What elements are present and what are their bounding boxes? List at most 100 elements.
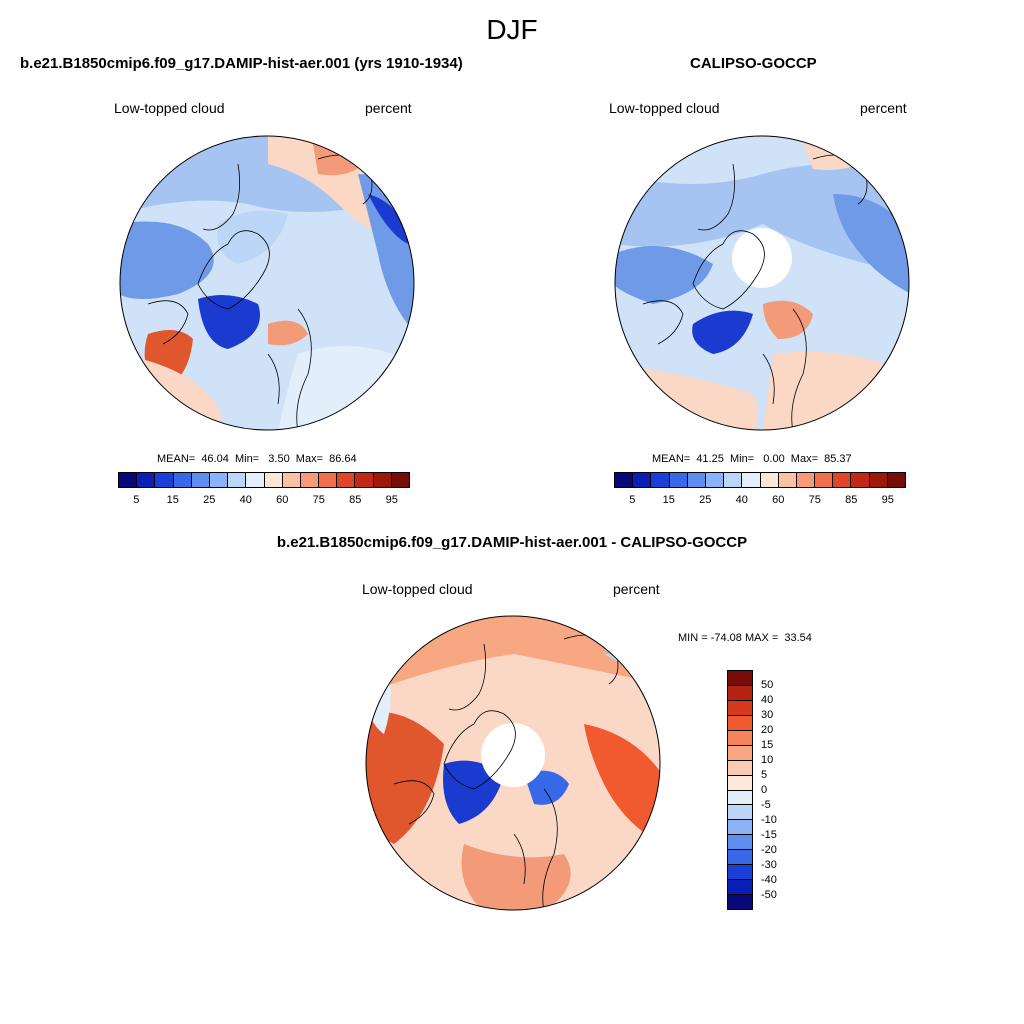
colorbar-difference-tick-label: 20 xyxy=(761,724,774,736)
panel-1-units-label: percent xyxy=(365,100,412,116)
colorbar-observations-tick-label: 25 xyxy=(699,494,712,506)
colorbar-difference-tick-label: -10 xyxy=(761,814,777,826)
polar-map-difference xyxy=(365,615,661,911)
colorbar-model-swatch xyxy=(173,473,192,487)
panel-2-title: CALIPSO-GOCCP xyxy=(690,55,817,72)
colorbar-model-swatch xyxy=(264,473,283,487)
colorbar-model-swatch xyxy=(209,473,229,487)
colorbar-model-swatch xyxy=(337,473,356,487)
polar-map-model xyxy=(119,135,415,431)
colorbar-observations xyxy=(614,472,906,488)
colorbar-model-swatch xyxy=(319,473,338,487)
colorbar-difference-labels: 50 40 30 20 15 10 5 0 -5 -10 -15 -20 -30 -40 -50 xyxy=(761,670,801,910)
panel-3-variable-label: Low-topped cloud xyxy=(362,581,473,597)
figure-title: DJF xyxy=(486,14,538,45)
colorbar-observations-swatch xyxy=(887,473,905,487)
colorbar-difference-tick-label: 15 xyxy=(761,739,774,751)
colorbar-model-tick-label: 75 xyxy=(312,494,325,506)
colorbar-difference-swatch xyxy=(728,805,752,821)
colorbar-observations-swatch xyxy=(778,473,797,487)
colorbar-observations-swatch xyxy=(705,473,725,487)
colorbar-observations-swatch xyxy=(651,473,670,487)
panel-3-units-label: percent xyxy=(613,581,660,597)
colorbar-model-tick-label: 15 xyxy=(166,494,179,506)
panel-2-variable-label: Low-topped cloud xyxy=(609,100,720,116)
colorbar-observations-tick-label: 75 xyxy=(808,494,821,506)
colorbar-model xyxy=(118,472,410,488)
colorbar-difference-swatch xyxy=(728,685,752,701)
colorbar-difference-swatch xyxy=(728,895,752,909)
colorbar-model-swatch xyxy=(355,473,374,487)
colorbar-model-labels: 5 15 25 40 60 75 85 95 xyxy=(118,494,410,508)
colorbar-difference-swatch xyxy=(728,730,752,746)
panel-1-stats: MEAN= 46.04 Min= 3.50 Max= 86.64 xyxy=(157,453,357,465)
panel-2-units-label: percent xyxy=(860,100,907,116)
colorbar-model-swatch xyxy=(282,473,301,487)
colorbar-model-swatch xyxy=(119,473,138,487)
colorbar-difference-tick-label: 10 xyxy=(761,754,774,766)
colorbar-difference-tick-label: 50 xyxy=(761,679,774,691)
colorbar-observations-swatch xyxy=(851,473,870,487)
colorbar-difference-tick-label: -20 xyxy=(761,844,777,856)
colorbar-model-tick-label: 85 xyxy=(349,494,362,506)
colorbar-difference-swatch xyxy=(728,865,752,881)
colorbar-model-swatch xyxy=(191,473,210,487)
panel-1-title: b.e21.B1850cmip6.f09_g17.DAMIP-hist-aer.… xyxy=(20,55,463,72)
colorbar-difference-swatch xyxy=(728,745,752,761)
colorbar-model-swatch xyxy=(391,473,409,487)
colorbar-difference-swatch xyxy=(728,790,752,806)
colorbar-difference-tick-label: -15 xyxy=(761,829,777,841)
colorbar-model-swatch xyxy=(137,473,156,487)
colorbar-difference-tick-label: 30 xyxy=(761,709,774,721)
colorbar-difference-swatch xyxy=(728,835,752,851)
colorbar-observations-tick-label: 40 xyxy=(735,494,748,506)
panel-3-title: b.e21.B1850cmip6.f09_g17.DAMIP-hist-aer.… xyxy=(276,534,748,551)
colorbar-model-tick-label: 40 xyxy=(239,494,252,506)
colorbar-difference-swatch xyxy=(728,850,752,866)
colorbar-model-swatch xyxy=(155,473,174,487)
colorbar-observations-swatch xyxy=(760,473,779,487)
colorbar-difference-tick-label: 5 xyxy=(761,769,768,781)
colorbar-difference-swatch xyxy=(728,700,752,716)
colorbar-observations-swatch xyxy=(724,473,743,487)
colorbar-observations-swatch xyxy=(796,473,816,487)
polar-map-observations xyxy=(614,135,910,431)
colorbar-difference-tick-label: 0 xyxy=(761,784,768,796)
colorbar-observations-swatch xyxy=(869,473,888,487)
colorbar-observations-labels: 5 15 25 40 60 75 85 95 xyxy=(614,494,906,508)
colorbar-model-swatch xyxy=(228,473,247,487)
colorbar-difference-swatch xyxy=(728,775,752,791)
colorbar-observations-swatch xyxy=(833,473,852,487)
colorbar-difference-tick-label: -30 xyxy=(761,859,777,871)
colorbar-difference-tick-label: 40 xyxy=(761,694,774,706)
colorbar-observations-swatch xyxy=(615,473,634,487)
colorbar-model-tick-label: 25 xyxy=(203,494,216,506)
colorbar-observations-swatch xyxy=(815,473,834,487)
colorbar-model-tick-label: 5 xyxy=(133,494,140,506)
colorbar-model-tick-label: 60 xyxy=(276,494,289,506)
colorbar-model-tick-label: 95 xyxy=(385,494,398,506)
colorbar-observations-tick-label: 15 xyxy=(662,494,675,506)
colorbar-observations-tick-label: 95 xyxy=(881,494,894,506)
panel-1-variable-label: Low-topped cloud xyxy=(114,100,225,116)
colorbar-observations-tick-label: 5 xyxy=(629,494,636,506)
colorbar-difference-swatch xyxy=(728,760,752,776)
colorbar-observations-tick-label: 60 xyxy=(772,494,785,506)
colorbar-difference-tick-label: -50 xyxy=(761,889,777,901)
colorbar-difference-swatch xyxy=(728,820,752,836)
panel-3-stats: MIN = -74.08 MAX = 33.54 xyxy=(678,632,812,644)
colorbar-difference-swatch xyxy=(728,671,752,686)
panel-2-stats: MEAN= 41.25 Min= 0.00 Max= 85.37 xyxy=(652,453,852,465)
colorbar-observations-swatch xyxy=(687,473,706,487)
colorbar-observations-swatch xyxy=(633,473,652,487)
colorbar-observations-swatch xyxy=(742,473,761,487)
colorbar-difference-tick-label: -5 xyxy=(761,799,771,811)
colorbar-model-swatch xyxy=(300,473,320,487)
colorbar-difference xyxy=(727,670,753,910)
colorbar-model-swatch xyxy=(246,473,265,487)
colorbar-difference-tick-label: -40 xyxy=(761,874,777,886)
colorbar-observations-swatch xyxy=(669,473,688,487)
colorbar-difference-swatch xyxy=(728,715,752,731)
colorbar-model-swatch xyxy=(373,473,392,487)
colorbar-difference-swatch xyxy=(728,880,752,896)
